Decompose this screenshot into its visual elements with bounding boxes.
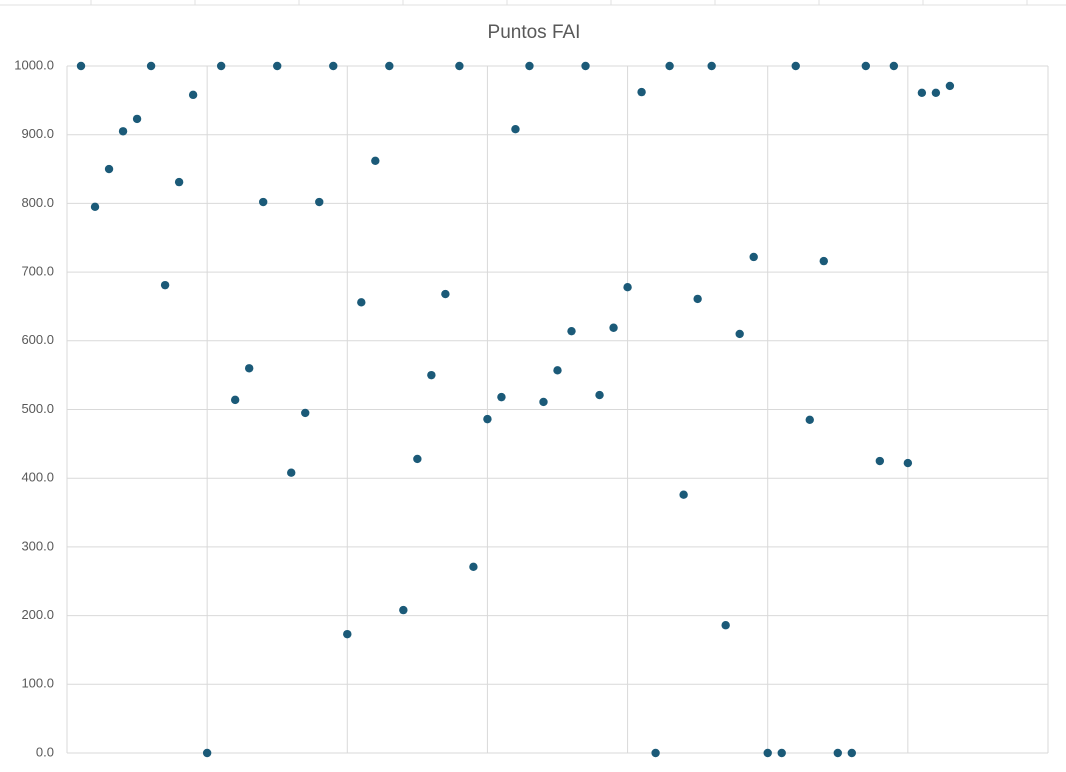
point [525, 61, 534, 71]
point [637, 87, 646, 97]
point [146, 61, 156, 71]
point [511, 125, 520, 134]
point [455, 61, 464, 71]
point [427, 370, 436, 380]
point [875, 456, 885, 466]
point [174, 177, 184, 187]
y-tick-label: 500.0 [21, 401, 54, 416]
y-tick-label: 200.0 [21, 607, 54, 622]
point [287, 468, 296, 477]
point [202, 748, 212, 758]
point [595, 390, 604, 400]
point [805, 415, 814, 425]
point [917, 88, 927, 97]
point [413, 454, 422, 464]
point [469, 562, 478, 572]
point [385, 61, 394, 71]
point [623, 283, 632, 292]
point [791, 61, 800, 71]
point [483, 414, 492, 424]
point [763, 748, 772, 758]
y-tick-label: 800.0 [21, 195, 54, 210]
point [315, 197, 324, 207]
point [749, 252, 758, 262]
point [679, 490, 688, 499]
point [76, 61, 86, 71]
point [581, 61, 590, 71]
chart-title: Puntos FAI [488, 22, 581, 43]
point [104, 164, 114, 174]
y-tick-label: 1000.0 [14, 57, 54, 72]
point [441, 289, 450, 299]
point [903, 458, 913, 468]
point [497, 392, 506, 402]
point [132, 114, 142, 124]
point [539, 397, 548, 407]
point [343, 629, 352, 639]
point [889, 61, 899, 71]
point [357, 298, 366, 307]
y-tick-label: 300.0 [21, 538, 54, 553]
point [230, 395, 240, 405]
y-tick-label: 400.0 [21, 470, 54, 485]
point [609, 323, 618, 332]
point [707, 61, 716, 71]
point [693, 294, 702, 304]
point [777, 748, 786, 758]
point [567, 326, 576, 336]
point [90, 202, 100, 212]
point [651, 748, 660, 758]
point [833, 748, 842, 758]
sheet-lines [0, 0, 1066, 6]
y-tick-label: 0.0 [36, 744, 54, 759]
point [945, 81, 955, 91]
point [665, 61, 674, 71]
point [329, 61, 338, 71]
point [721, 621, 730, 630]
point [861, 61, 871, 71]
point [847, 748, 856, 758]
y-tick-label: 600.0 [21, 332, 54, 347]
point [273, 61, 282, 71]
point [819, 256, 828, 266]
y-tick-label: 900.0 [21, 126, 54, 141]
point [371, 156, 380, 166]
point [244, 364, 254, 373]
point [188, 90, 198, 100]
point [301, 408, 310, 418]
y-tick-label: 100.0 [21, 676, 54, 691]
point [216, 61, 226, 71]
point [259, 197, 268, 207]
y-tick-label: 700.0 [21, 264, 54, 279]
point [735, 329, 744, 339]
point [118, 127, 128, 136]
point [553, 366, 562, 375]
point [931, 88, 941, 97]
point [160, 280, 170, 290]
point [399, 605, 408, 615]
